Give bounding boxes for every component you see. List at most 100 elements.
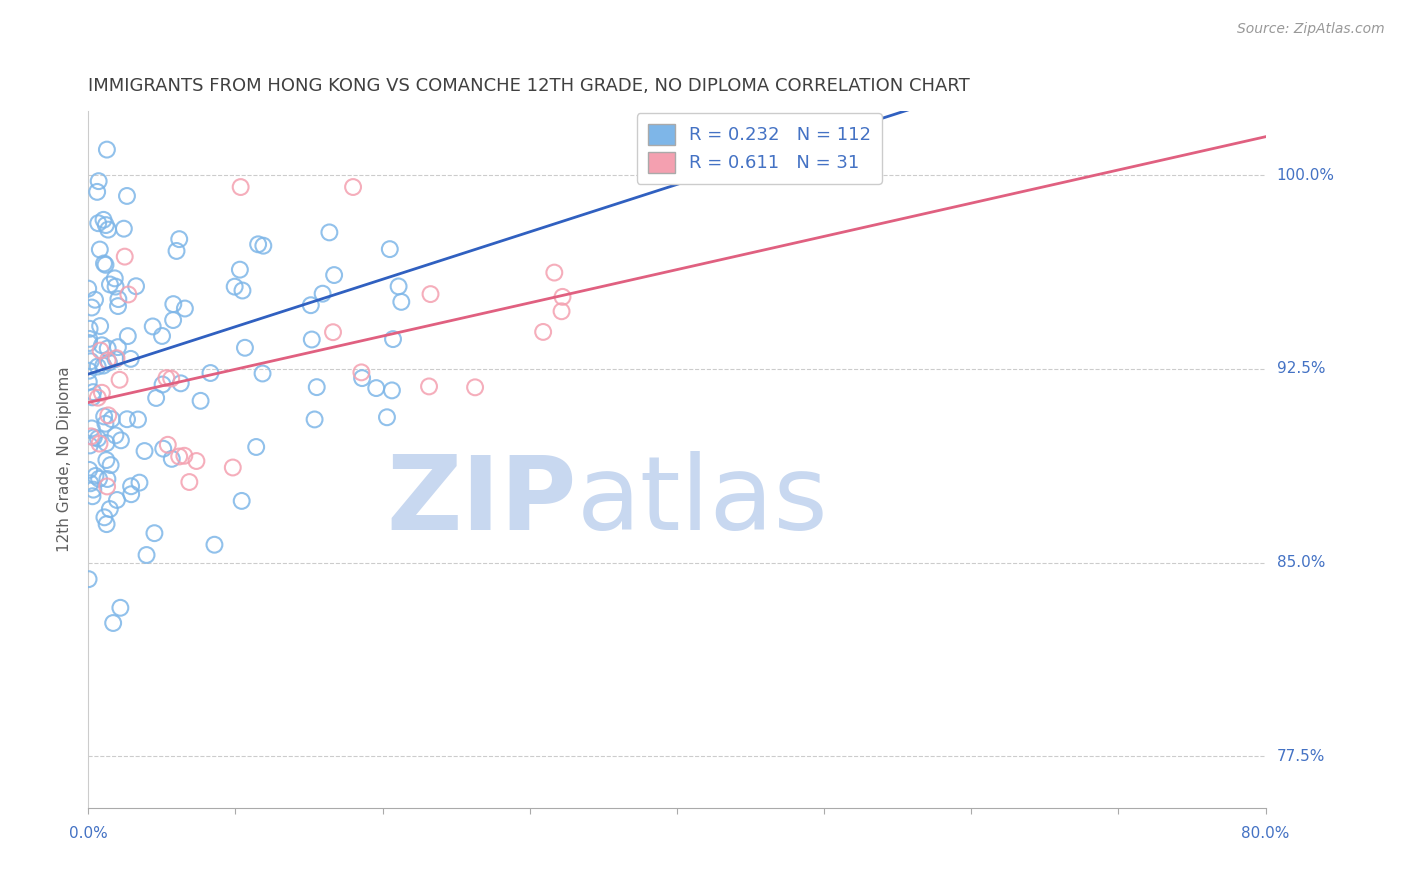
Point — [252, 367, 274, 381]
Point — [104, 428, 127, 442]
Point — [117, 287, 139, 301]
Point — [366, 381, 388, 395]
Point — [224, 279, 246, 293]
Point — [145, 391, 167, 405]
Point — [170, 376, 193, 391]
Point — [82, 390, 104, 404]
Point — [84, 469, 107, 483]
Point — [160, 451, 183, 466]
Point — [375, 410, 398, 425]
Point — [104, 271, 127, 285]
Point — [204, 538, 226, 552]
Point — [86, 359, 108, 374]
Point — [83, 430, 105, 444]
Point — [93, 510, 115, 524]
Point — [301, 333, 323, 347]
Point — [155, 371, 177, 385]
Point — [79, 438, 101, 452]
Point — [120, 351, 142, 366]
Text: 85.0%: 85.0% — [1277, 555, 1324, 570]
Point — [80, 354, 103, 368]
Point — [167, 232, 190, 246]
Point — [551, 290, 574, 304]
Point — [156, 438, 179, 452]
Point — [125, 279, 148, 293]
Point — [97, 222, 120, 236]
Point — [77, 375, 100, 389]
Point — [87, 472, 110, 486]
Point — [89, 319, 111, 334]
Point — [77, 332, 100, 346]
Point — [94, 417, 117, 431]
Point — [550, 304, 572, 318]
Point — [77, 572, 100, 586]
Point — [86, 185, 108, 199]
Point — [322, 325, 344, 339]
Point — [418, 379, 440, 393]
Point — [82, 483, 104, 497]
Point — [162, 313, 184, 327]
Point — [94, 258, 117, 272]
Point — [87, 432, 110, 446]
Point — [342, 180, 364, 194]
Point — [229, 262, 252, 277]
Point — [104, 279, 127, 293]
Point — [87, 174, 110, 188]
Text: atlas: atlas — [576, 450, 828, 551]
Point — [543, 266, 565, 280]
Point — [142, 319, 165, 334]
Text: 77.5%: 77.5% — [1277, 748, 1324, 764]
Point — [120, 479, 142, 493]
Point — [128, 475, 150, 490]
Point — [387, 279, 409, 293]
Point — [173, 449, 195, 463]
Point — [162, 297, 184, 311]
Text: ZIP: ZIP — [387, 450, 576, 551]
Point — [152, 377, 174, 392]
Point — [311, 286, 333, 301]
Point — [231, 494, 253, 508]
Point — [245, 440, 267, 454]
Point — [323, 268, 346, 282]
Point — [233, 341, 256, 355]
Point — [190, 393, 212, 408]
Point — [173, 301, 195, 316]
Point — [91, 359, 114, 373]
Text: 100.0%: 100.0% — [1277, 168, 1334, 183]
Point — [97, 355, 120, 369]
Point — [117, 329, 139, 343]
Point — [143, 526, 166, 541]
Legend: R = 0.232   N = 112, R = 0.611   N = 31: R = 0.232 N = 112, R = 0.611 N = 31 — [637, 113, 882, 184]
Point — [134, 444, 156, 458]
Point — [378, 242, 401, 256]
Point — [229, 180, 252, 194]
Point — [108, 373, 131, 387]
Point — [107, 299, 129, 313]
Point — [100, 458, 122, 472]
Text: Source: ZipAtlas.com: Source: ZipAtlas.com — [1237, 22, 1385, 37]
Point — [97, 353, 120, 368]
Text: 92.5%: 92.5% — [1277, 361, 1326, 376]
Point — [531, 325, 554, 339]
Point — [382, 332, 405, 346]
Point — [80, 421, 103, 435]
Text: 80.0%: 80.0% — [1241, 826, 1289, 841]
Point — [80, 429, 103, 443]
Point — [82, 385, 104, 400]
Point — [160, 371, 183, 385]
Point — [127, 412, 149, 426]
Point — [90, 385, 112, 400]
Text: IMMIGRANTS FROM HONG KONG VS COMANCHE 12TH GRADE, NO DIPLOMA CORRELATION CHART: IMMIGRANTS FROM HONG KONG VS COMANCHE 12… — [89, 78, 970, 95]
Point — [200, 366, 222, 380]
Point — [84, 293, 107, 307]
Point — [179, 475, 201, 489]
Point — [79, 322, 101, 336]
Point — [120, 487, 142, 501]
Point — [115, 189, 138, 203]
Point — [101, 412, 124, 426]
Point — [101, 615, 124, 630]
Point — [82, 489, 104, 503]
Point — [96, 143, 118, 157]
Point — [77, 282, 100, 296]
Point — [150, 329, 173, 343]
